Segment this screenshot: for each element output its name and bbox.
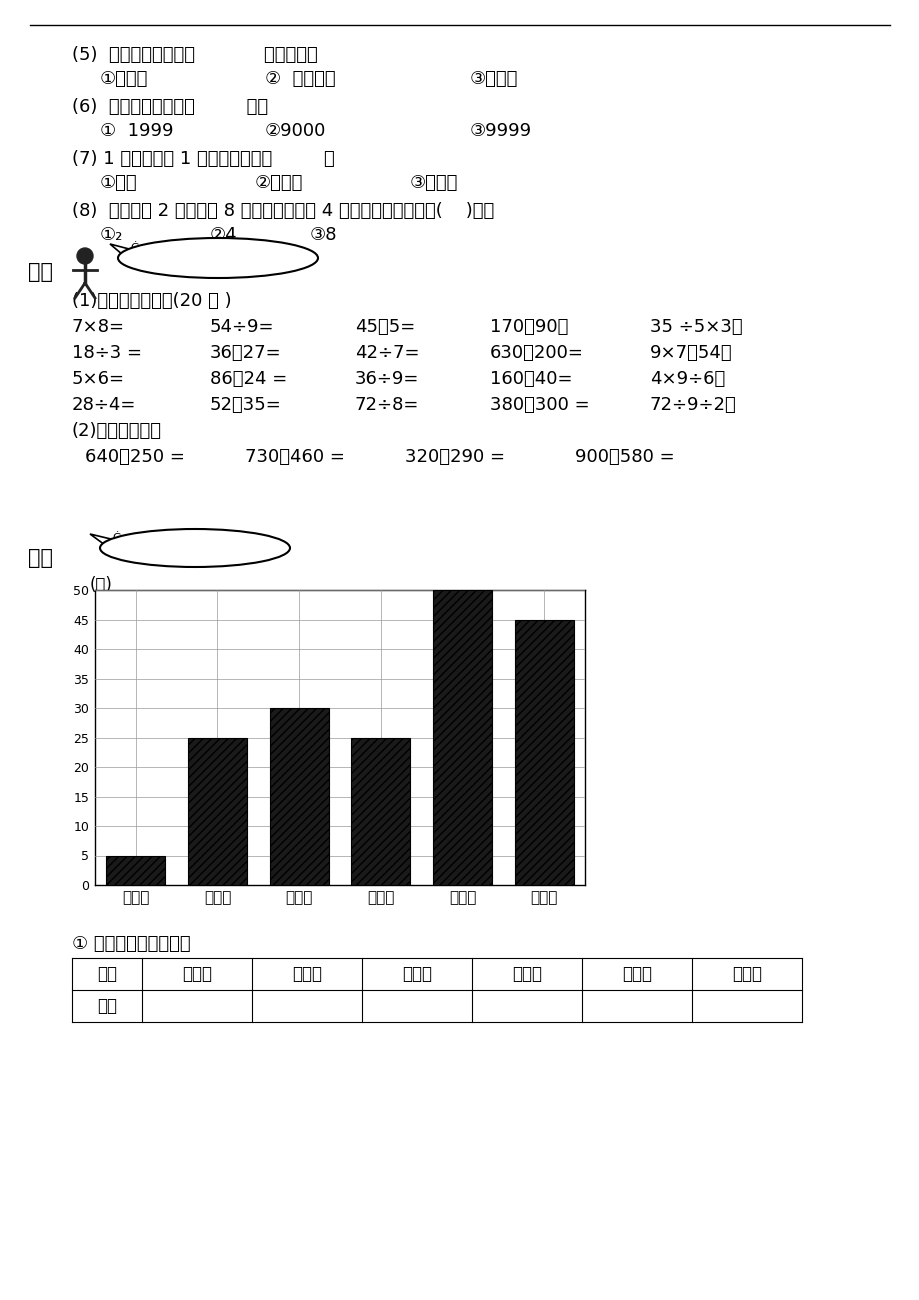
Bar bbox=[269, 708, 328, 885]
Circle shape bbox=[77, 248, 93, 264]
Text: 二年级: 二年级 bbox=[291, 965, 322, 983]
Bar bbox=[187, 737, 246, 885]
Text: 四、: 四、 bbox=[28, 549, 53, 568]
Text: ②4: ②4 bbox=[210, 226, 237, 244]
Text: 35 ÷5×3＝: 35 ÷5×3＝ bbox=[650, 318, 742, 335]
Text: (5)  下面的现象中，（            ）是旋转。: (5) 下面的现象中，（ ）是旋转。 bbox=[72, 46, 317, 64]
Bar bbox=[433, 590, 492, 885]
Text: 四年级: 四年级 bbox=[512, 965, 541, 983]
Ellipse shape bbox=[118, 238, 318, 278]
Polygon shape bbox=[90, 534, 115, 545]
Text: 4×9÷6＝: 4×9÷6＝ bbox=[650, 370, 724, 387]
Text: 52＋35=: 52＋35= bbox=[210, 396, 281, 413]
Bar bbox=[107, 855, 165, 885]
Text: 包数: 包数 bbox=[96, 997, 117, 1015]
Text: 看清楚，算一算: 看清楚，算一算 bbox=[128, 251, 203, 269]
Text: ③8: ③8 bbox=[310, 226, 337, 244]
Text: 170－90＝: 170－90＝ bbox=[490, 318, 568, 335]
Text: 36÷9=: 36÷9= bbox=[355, 370, 419, 387]
Text: ②9000: ②9000 bbox=[265, 122, 326, 140]
Text: Ġ: Ġ bbox=[112, 533, 120, 543]
Text: 42÷7=: 42÷7= bbox=[355, 344, 419, 361]
Text: 72÷9÷2＝: 72÷9÷2＝ bbox=[650, 396, 736, 413]
Text: ②  风车转动: ② 风车转动 bbox=[265, 70, 335, 88]
Text: 一年级: 一年级 bbox=[182, 965, 211, 983]
Text: 45＋5=: 45＋5= bbox=[355, 318, 414, 335]
Text: 86－24 =: 86－24 = bbox=[210, 370, 287, 387]
Text: 画一画，填一填: 画一画，填一填 bbox=[110, 540, 185, 558]
Text: 900－580 =: 900－580 = bbox=[574, 448, 674, 465]
Ellipse shape bbox=[100, 529, 289, 567]
Text: 28÷4=: 28÷4= bbox=[72, 396, 136, 413]
Text: 36＋27=: 36＋27= bbox=[210, 344, 281, 361]
Text: ③9999: ③9999 bbox=[470, 122, 531, 140]
Text: (32 分): (32 分) bbox=[232, 251, 285, 269]
Text: (包): (包) bbox=[90, 576, 113, 594]
Polygon shape bbox=[110, 244, 133, 255]
Text: 年级: 年级 bbox=[96, 965, 117, 983]
Text: ③拉抽屜: ③拉抽屜 bbox=[470, 70, 517, 88]
Text: 160＋40=: 160＋40= bbox=[490, 370, 572, 387]
Text: (6)  最大的四位数是（         ）。: (6) 最大的四位数是（ ）。 bbox=[72, 98, 267, 116]
Text: 7×8=: 7×8= bbox=[72, 318, 125, 335]
Text: 三年级: 三年级 bbox=[402, 965, 432, 983]
Text: 9×7－54＝: 9×7－54＝ bbox=[650, 344, 732, 361]
Text: 380－300 =: 380－300 = bbox=[490, 396, 589, 413]
Text: ①  1999: ① 1999 bbox=[100, 122, 174, 140]
Text: ③一样重: ③一样重 bbox=[410, 174, 458, 192]
Text: ①铁重: ①铁重 bbox=[100, 174, 138, 192]
Text: 730－460 =: 730－460 = bbox=[244, 448, 345, 465]
Text: 五年级: 五年级 bbox=[621, 965, 652, 983]
Text: 72÷8=: 72÷8= bbox=[355, 396, 419, 413]
Text: 三、: 三、 bbox=[28, 263, 53, 282]
Text: (1)直接写出得数。(20 分 ): (1)直接写出得数。(20 分 ) bbox=[72, 292, 232, 309]
Text: ②棉花重: ②棉花重 bbox=[255, 174, 303, 192]
Text: (7) 1 千克棉花和 1 千克铁比较。（         ）: (7) 1 千克棉花和 1 千克铁比较。（ ） bbox=[72, 150, 335, 168]
Text: ①滑滑梯: ①滑滑梯 bbox=[100, 70, 148, 88]
Text: 5×6=: 5×6= bbox=[72, 370, 125, 387]
Text: 54÷9=: 54÷9= bbox=[210, 318, 274, 335]
Text: 18÷3 =: 18÷3 = bbox=[72, 344, 142, 361]
Bar bbox=[351, 737, 410, 885]
Bar bbox=[515, 620, 573, 885]
Text: (15 分): (15 分) bbox=[207, 540, 260, 558]
Text: ① 完成下面的统计表。: ① 完成下面的统计表。 bbox=[72, 935, 190, 953]
Text: Ġ: Ġ bbox=[130, 243, 139, 254]
Text: 640－250 =: 640－250 = bbox=[85, 448, 185, 465]
Text: 320＋290 =: 320＋290 = bbox=[404, 448, 505, 465]
Text: (8)  一只鸭和 2 只鸡共重 8 千克，一只鸭重 4 千克，平均每只鸡重(    )千克: (8) 一只鸭和 2 只鸡共重 8 千克，一只鸭重 4 千克，平均每只鸡重( )… bbox=[72, 202, 494, 220]
Text: 六年级: 六年级 bbox=[732, 965, 761, 983]
Text: 630＋200=: 630＋200= bbox=[490, 344, 584, 361]
Text: ①₂: ①₂ bbox=[100, 226, 123, 244]
Text: (2)用竖式计算。: (2)用竖式计算。 bbox=[72, 422, 162, 439]
